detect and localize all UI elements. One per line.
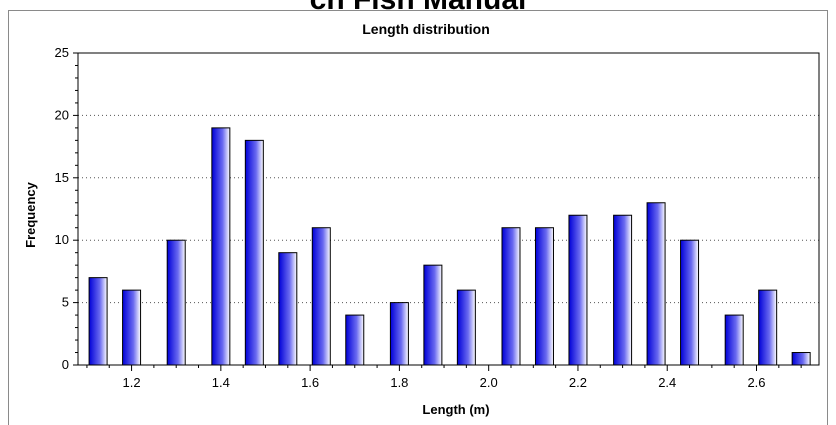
y-tick-label: 5 bbox=[62, 295, 69, 310]
y-tick-label: 15 bbox=[55, 170, 69, 185]
bar-5 bbox=[244, 139, 264, 366]
bar-11 bbox=[456, 289, 476, 366]
plot-border bbox=[77, 52, 820, 366]
bar-13 bbox=[534, 227, 554, 366]
length-distribution-chart: Length distribution 0 5 10 15 20 25 1.2 1.4 1.6 1… bbox=[23, 21, 820, 417]
bar-18 bbox=[724, 314, 744, 366]
bar-4 bbox=[211, 127, 231, 366]
bar-2 bbox=[122, 289, 142, 366]
bar-7 bbox=[311, 227, 331, 366]
bar-16 bbox=[646, 202, 666, 366]
x-tick-label: 2.0 bbox=[480, 375, 498, 390]
x-tick-label: 2.6 bbox=[747, 375, 765, 390]
bar-6 bbox=[278, 252, 298, 366]
y-tick-label: 20 bbox=[55, 107, 69, 122]
chart-panel: Length distribution 0 5 10 15 20 25 1.2 1.4 1.6 1… bbox=[8, 10, 828, 425]
y-tick-label: 25 bbox=[55, 45, 69, 60]
bar-14 bbox=[568, 214, 588, 366]
x-tick-label: 1.6 bbox=[301, 375, 319, 390]
bar-10 bbox=[423, 264, 443, 366]
bar-20 bbox=[791, 352, 811, 366]
x-tick-label: 1.2 bbox=[123, 375, 141, 390]
x-tick-label: 1.8 bbox=[390, 375, 408, 390]
bar-9 bbox=[389, 302, 409, 366]
x-axis-label: Length (m) bbox=[422, 402, 489, 417]
bars bbox=[88, 127, 811, 366]
y-tick-label: 0 bbox=[62, 357, 69, 372]
y-axis-label: Frequency bbox=[23, 181, 38, 248]
bar-17 bbox=[680, 239, 700, 366]
y-tick-label: 10 bbox=[55, 232, 69, 247]
bar-1 bbox=[88, 277, 108, 366]
grid-lines bbox=[78, 52, 819, 304]
x-tick-label: 2.2 bbox=[569, 375, 587, 390]
axes: 0 5 10 15 20 25 1.2 1.4 1.6 1.8 2.0 2.2 2.4 2.6 bbox=[55, 45, 820, 390]
bar-3 bbox=[166, 239, 186, 366]
bar-12 bbox=[501, 227, 521, 366]
chart-title: Length distribution bbox=[362, 21, 490, 37]
bar-8 bbox=[345, 314, 365, 366]
x-tick-label: 2.4 bbox=[658, 375, 676, 390]
x-tick-label: 1.4 bbox=[212, 375, 230, 390]
bar-15 bbox=[613, 214, 633, 366]
bar-19 bbox=[758, 289, 778, 366]
